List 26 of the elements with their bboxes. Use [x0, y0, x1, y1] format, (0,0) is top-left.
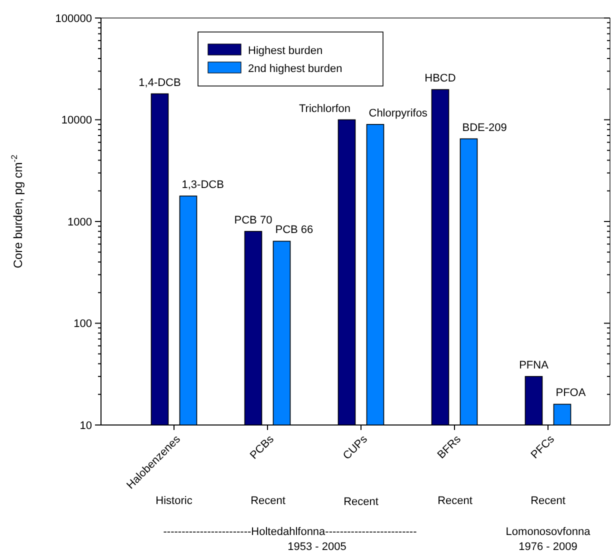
annotation: PFNA	[519, 359, 550, 372]
annotation: Trichlorfon	[298, 102, 351, 115]
y-tick-label: 100000	[55, 12, 92, 25]
annotation: PCB 70	[234, 214, 272, 226]
text: Recent	[344, 496, 378, 508]
annotation: 1,4-DCB	[138, 76, 181, 89]
text: Lomonosovfonna	[506, 526, 592, 538]
text: Historic	[156, 495, 193, 507]
text: Recent	[250, 495, 286, 507]
y-tick-label: 10	[80, 420, 92, 432]
y-tick-label: 1000	[68, 216, 92, 228]
y-tick-label: 100	[74, 318, 92, 330]
annotation: BDE-209	[462, 122, 507, 134]
legend-label: Highest burden	[248, 44, 323, 57]
text: 1976 - 2009	[518, 541, 578, 553]
annotation: HBCD	[424, 72, 456, 85]
legend-label: 2nd highest burden	[248, 62, 342, 75]
y-tick-label: 10000	[61, 114, 92, 127]
text: 1953 - 2005	[288, 541, 346, 553]
text: ------------------------Holtedahlfonna-------------------------	[163, 526, 418, 538]
text: Recent	[530, 495, 566, 507]
annotation: 1,3-DCB	[182, 179, 224, 192]
annotation: PCB 66	[275, 224, 314, 236]
annotation: Chlorpyrifos	[368, 107, 428, 120]
text: Recent	[438, 495, 472, 507]
annotation: PFOA	[556, 387, 586, 400]
